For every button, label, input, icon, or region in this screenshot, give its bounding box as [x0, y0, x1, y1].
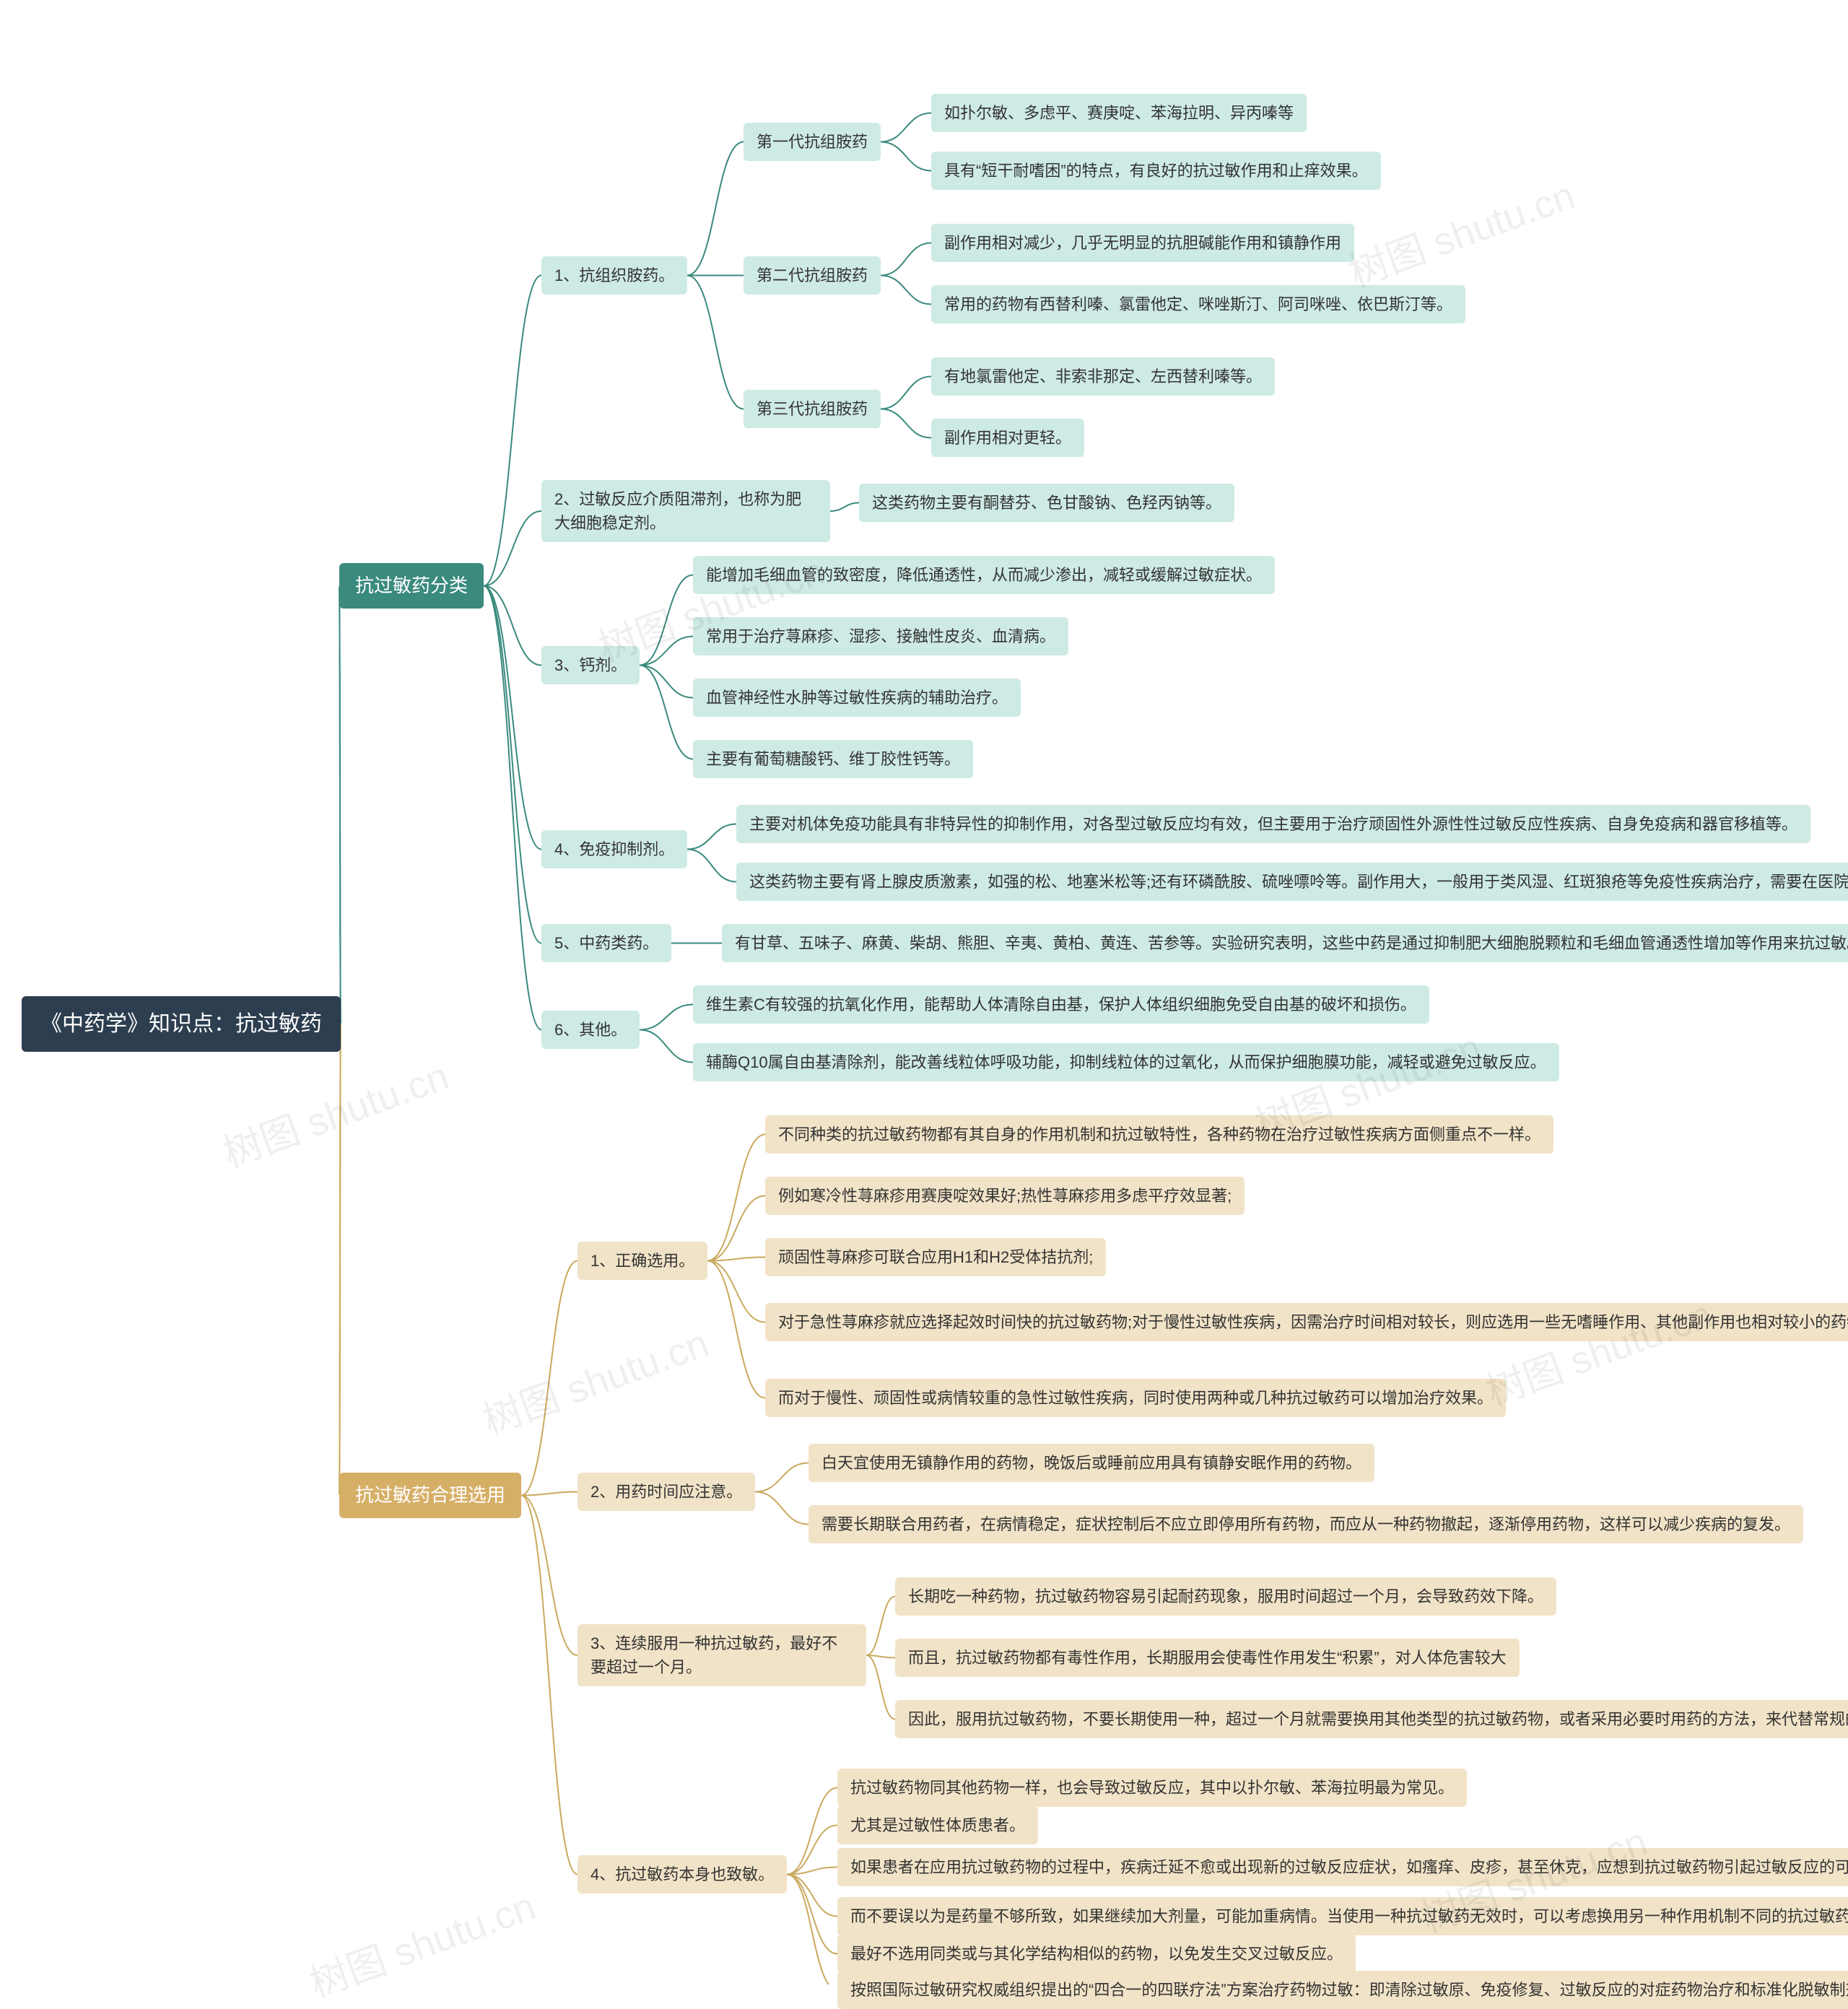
node-a1g2: 第二代抗组胺药 — [744, 256, 881, 295]
node-a1g3b: 副作用相对更轻。 — [931, 419, 1084, 457]
node-a6: 6、其他。 — [541, 1011, 640, 1049]
node-b3a: 长期吃一种药物，抗过敏药物容易引起耐药现象，服用时间超过一个月，会导致药效下降。 — [895, 1577, 1556, 1616]
watermark: 树图 shutu.cn — [214, 1044, 455, 1178]
node-b4d: 而不要误以为是药量不够所致，如果继续加大剂量，可能加重病情。当使用一种抗过敏药无… — [837, 1897, 1848, 1935]
node-a1g3a: 有地氯雷他定、非索非那定、左西替利嗪等。 — [931, 357, 1275, 396]
node-b1b: 例如寒冷性荨麻疹用赛庚啶效果好;热性荨麻疹用多虑平疗效显著; — [765, 1177, 1245, 1215]
node-a1g1a: 如扑尔敏、多虑平、赛庚啶、苯海拉明、异丙嗪等 — [931, 94, 1307, 132]
node-a1g3: 第三代抗组胺药 — [744, 390, 881, 428]
node-b2: 2、用药时间应注意。 — [578, 1473, 755, 1511]
node-a0: 抗过敏药分类 — [339, 563, 484, 609]
node-a5: 5、中药类药。 — [541, 924, 671, 962]
node-b4a: 抗过敏药物同其他药物一样，也会导致过敏反应，其中以扑尔敏、苯海拉明最为常见。 — [837, 1769, 1467, 1807]
node-b2a: 白天宜使用无镇静作用的药物，晚饭后或睡前应用具有镇静安眠作用的药物。 — [808, 1444, 1374, 1482]
node-b3: 3、连续服用一种抗过敏药，最好不要超过一个月。 — [578, 1624, 866, 1686]
node-b1: 1、正确选用。 — [578, 1242, 707, 1280]
node-b4e: 最好不选用同类或与其化学结构相似的药物，以免发生交叉过敏反应。 — [837, 1935, 1356, 1973]
node-a3d: 主要有葡萄糖酸钙、维丁胶性钙等。 — [693, 740, 973, 778]
node-a6b: 辅酶Q10属自由基清除剂，能改善线粒体呼吸功能，抑制线粒体的过氧化，从而保护细胞… — [693, 1043, 1559, 1081]
mindmap-canvas: 《中药学》知识点：抗过敏药 抗过敏药分类 1、抗组织胺药。 第一代抗组胺药 如扑尔敏、多… — [0, 0, 1848, 1984]
node-a1g1: 第一代抗组胺药 — [744, 123, 881, 161]
node-a3b: 常用于治疗荨麻疹、湿疹、接触性皮炎、血清病。 — [693, 617, 1068, 655]
node-a2: 2、过敏反应介质阻滞剂，也称为肥大细胞稳定剂。 — [541, 480, 830, 542]
node-a2a: 这类药物主要有酮替芬、色甘酸钠、色羟丙钠等。 — [859, 484, 1234, 522]
node-b1d: 对于急性荨麻疹就应选择起效时间快的抗过敏药物;对于慢性过敏性疾病，因需治疗时间相… — [765, 1303, 1848, 1341]
node-a1g2b: 常用的药物有西替利嗪、氯雷他定、咪唑斯汀、阿司咪唑、依巴斯汀等。 — [931, 285, 1465, 323]
node-b4c: 如果患者在应用抗过敏药物的过程中，疾病迁延不愈或出现新的过敏反应症状，如瘙痒、皮… — [837, 1848, 1848, 1886]
watermark: 树图 shutu.cn — [300, 1874, 541, 2008]
node-a3c: 血管神经性水肿等过敏性疾病的辅助治疗。 — [693, 679, 1021, 717]
node-a4a: 主要对机体免疫功能具有非特异性的抑制作用，对各型过敏反应均有效，但主要用于治疗顽… — [736, 805, 1810, 843]
node-b1e: 而对于慢性、顽固性或病情较重的急性过敏性疾病，同时使用两种或几种抗过敏药可以增加… — [765, 1379, 1506, 1417]
node-a1g1b: 具有“短干耐嗜困”的特点，有良好的抗过敏作用和止痒效果。 — [931, 152, 1381, 190]
node-b4b: 尤其是过敏性体质患者。 — [837, 1806, 1038, 1844]
node-b0: 抗过敏药合理选用 — [339, 1473, 521, 1518]
node-b2b: 需要长期联合用药者，在病情稳定，症状控制后不应立即停用所有药物，而应从一种药物撤… — [808, 1505, 1803, 1543]
node-a4b: 这类药物主要有肾上腺皮质激素，如强的松、地塞米松等;还有环磷酰胺、硫唑嘌呤等。副… — [736, 863, 1848, 901]
node-a3a: 能增加毛细血管的致密度，降低通透性，从而减少渗出，减轻或缓解过敏症状。 — [693, 556, 1275, 594]
node-a1: 1、抗组织胺药。 — [541, 256, 687, 295]
node-a5a: 有甘草、五味子、麻黄、柴胡、熊胆、辛夷、黄柏、黄连、苦参等。实验研究表明，这些中… — [722, 924, 1848, 962]
node-a1g2a: 副作用相对减少，几乎无明显的抗胆碱能作用和镇静作用 — [931, 224, 1354, 262]
node-r0: 《中药学》知识点：抗过敏药 — [22, 996, 341, 1052]
node-b4: 4、抗过敏药本身也致敏。 — [578, 1855, 787, 1893]
node-b1c: 顽固性荨麻疹可联合应用H1和H2受体拮抗剂; — [765, 1238, 1106, 1276]
node-b4f: 按照国际过敏研究权威组织提出的“四合一的四联疗法”方案治疗药物过敏：即清除过敏原… — [837, 1971, 1848, 2009]
watermark: 树图 shutu.cn — [474, 1311, 715, 1445]
node-a3: 3、钙剂。 — [541, 646, 640, 684]
node-a6a: 维生素C有较强的抗氧化作用，能帮助人体清除自由基，保护人体组织细胞免受自由基的破… — [693, 985, 1429, 1024]
node-b1a: 不同种类的抗过敏药物都有其自身的作用机制和抗过敏特性，各种药物在治疗过敏性疾病方… — [765, 1115, 1553, 1154]
node-b3c: 因此，服用抗过敏药物，不要长期使用一种，超过一个月就需要换用其他类型的抗过敏药物… — [895, 1700, 1848, 1738]
node-a4: 4、免疫抑制剂。 — [541, 830, 687, 868]
node-b3b: 而且，抗过敏药物都有毒性作用，长期服用会使毒性作用发生“积累”，对人体危害较大 — [895, 1639, 1520, 1677]
